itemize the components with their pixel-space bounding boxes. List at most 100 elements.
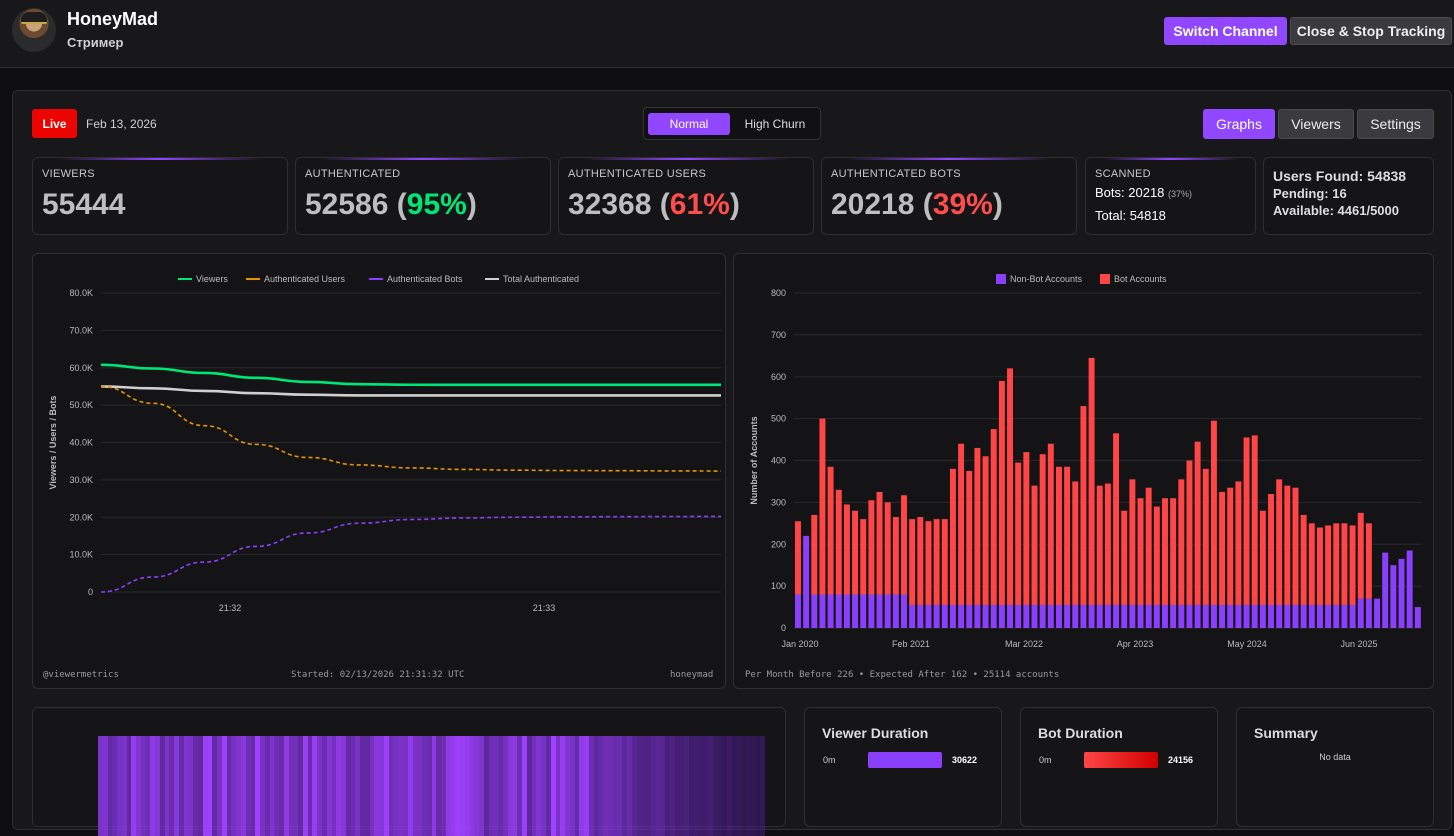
legend-swatch — [996, 274, 1006, 284]
avatar[interactable] — [12, 8, 56, 52]
bar-non-bot — [1039, 604, 1046, 628]
heatmap-stripe — [536, 736, 542, 836]
bar-non-bot — [1055, 604, 1062, 628]
duration-bar — [868, 752, 942, 768]
bar-bot — [1039, 454, 1046, 605]
stat-value: 20218 (39%) — [831, 188, 1003, 221]
bar-non-bot — [1276, 604, 1283, 628]
y-tick-label: 0 — [781, 623, 786, 633]
scanned-bots: Bots: 20218 (37%) — [1095, 185, 1193, 200]
stat-label: AUTHENTICATED — [305, 168, 401, 180]
heatmap-stripe — [407, 736, 413, 836]
bar-non-bot — [892, 594, 899, 628]
stat-label: AUTHENTICATED USERS — [568, 168, 707, 180]
bar-non-bot — [1194, 604, 1201, 628]
duration-count: 30622 — [952, 755, 978, 765]
y-tick-label: 20.0K — [69, 512, 93, 522]
mode-high-churn[interactable]: High Churn — [744, 117, 806, 131]
heatmap-stripe — [355, 736, 361, 836]
bar-bot — [827, 466, 834, 595]
bar-bot — [1129, 479, 1136, 605]
tab-viewers[interactable]: Viewers — [1278, 109, 1354, 139]
close-stop-tracking-button[interactable]: Close & Stop Tracking — [1290, 17, 1452, 45]
bar-bot — [1259, 510, 1266, 605]
heatmap-stripe — [584, 736, 589, 836]
bar-bot — [1316, 527, 1323, 605]
heatmap-stripe — [412, 736, 418, 836]
y-tick-label: 0 — [88, 587, 93, 597]
bar-non-bot — [1202, 604, 1209, 628]
x-tick-label: 21:32 — [219, 603, 242, 613]
series-line — [100, 385, 721, 397]
heatmap-stripe — [650, 736, 656, 836]
y-tick-label: 500 — [771, 414, 786, 424]
heatmap-stripe — [388, 736, 394, 836]
heatmap-stripe — [360, 736, 365, 836]
bar-bot — [811, 514, 818, 595]
bar-non-bot — [1210, 604, 1217, 628]
bar-bot — [1243, 437, 1250, 605]
bar-non-bot — [1064, 604, 1071, 628]
x-tick-label: 21:33 — [533, 603, 556, 613]
series-line — [100, 385, 722, 472]
viewer-duration-title: Viewer Duration — [822, 725, 929, 741]
bar-non-bot — [1129, 604, 1136, 628]
heatmap-stripe — [727, 736, 732, 836]
stat-authenticated-users: AUTHENTICATED USERS 32368 (61%) — [558, 157, 814, 235]
heatmap-stripe — [298, 736, 303, 836]
bar-bot — [1186, 460, 1193, 605]
x-tick-label: Jun 2025 — [1340, 639, 1377, 649]
tab-graphs[interactable]: Graphs — [1203, 109, 1275, 139]
heatmap-stripe — [107, 736, 113, 836]
heatmap-stripe — [636, 736, 642, 836]
bar-bot — [1104, 483, 1111, 605]
y-tick-label: 40.0K — [69, 438, 93, 448]
heatmap-stripe — [369, 736, 375, 836]
heatmap-stripe — [612, 736, 618, 836]
bar-non-bot — [1259, 604, 1266, 628]
heatmap-stripe — [155, 736, 160, 836]
stat-percent: 95% — [406, 188, 467, 221]
mode-normal[interactable]: Normal — [648, 113, 730, 135]
bar-non-bot — [1219, 604, 1226, 628]
bar-bot — [1235, 481, 1242, 605]
y-tick-label: 400 — [771, 456, 786, 466]
tab-settings[interactable]: Settings — [1357, 109, 1434, 139]
bar-non-bot — [941, 604, 948, 628]
heatmap-stripe — [374, 736, 380, 836]
bar-bot — [876, 491, 883, 595]
bar-non-bot — [1096, 604, 1103, 628]
y-axis-label: Number of Accounts — [749, 416, 759, 504]
bar-bot — [1333, 523, 1340, 605]
heatmap-stripe — [426, 736, 432, 836]
switch-channel-button[interactable]: Switch Channel — [1164, 17, 1287, 45]
bar-non-bot — [835, 594, 842, 628]
heatmap-stripe — [531, 736, 537, 836]
bar-bot — [998, 380, 1005, 605]
bar-bot — [941, 519, 948, 605]
heatmap-stripe — [693, 736, 699, 836]
legend-label: Authenticated Users — [264, 274, 346, 284]
heatmap-stripe — [221, 736, 227, 836]
heatmap-stripe — [183, 736, 189, 836]
bar-non-bot — [1300, 604, 1307, 628]
y-tick-label: 50.0K — [69, 400, 93, 410]
summary-empty: No data — [1319, 752, 1351, 762]
bar-non-bot — [1341, 604, 1348, 628]
stat-number: 20218 — [831, 188, 915, 221]
stat-label: SCANNED — [1095, 168, 1151, 180]
heatmap-stripe — [422, 736, 427, 836]
duration-label: 0m — [1039, 755, 1052, 765]
heatmap-stripe — [493, 736, 499, 836]
bar-non-bot — [901, 594, 907, 628]
heatmap-stripe — [431, 736, 437, 836]
heatmap-stripe — [264, 736, 270, 836]
bar-bot — [990, 429, 997, 605]
bar-bot — [1308, 523, 1315, 605]
y-tick-label: 80.0K — [69, 288, 93, 298]
heatmap-stripe — [136, 736, 141, 836]
heatmap-stripe — [102, 736, 108, 836]
heatmap-stripe — [140, 736, 146, 836]
bar-non-bot — [1333, 604, 1340, 628]
bar-bot — [1162, 498, 1168, 605]
